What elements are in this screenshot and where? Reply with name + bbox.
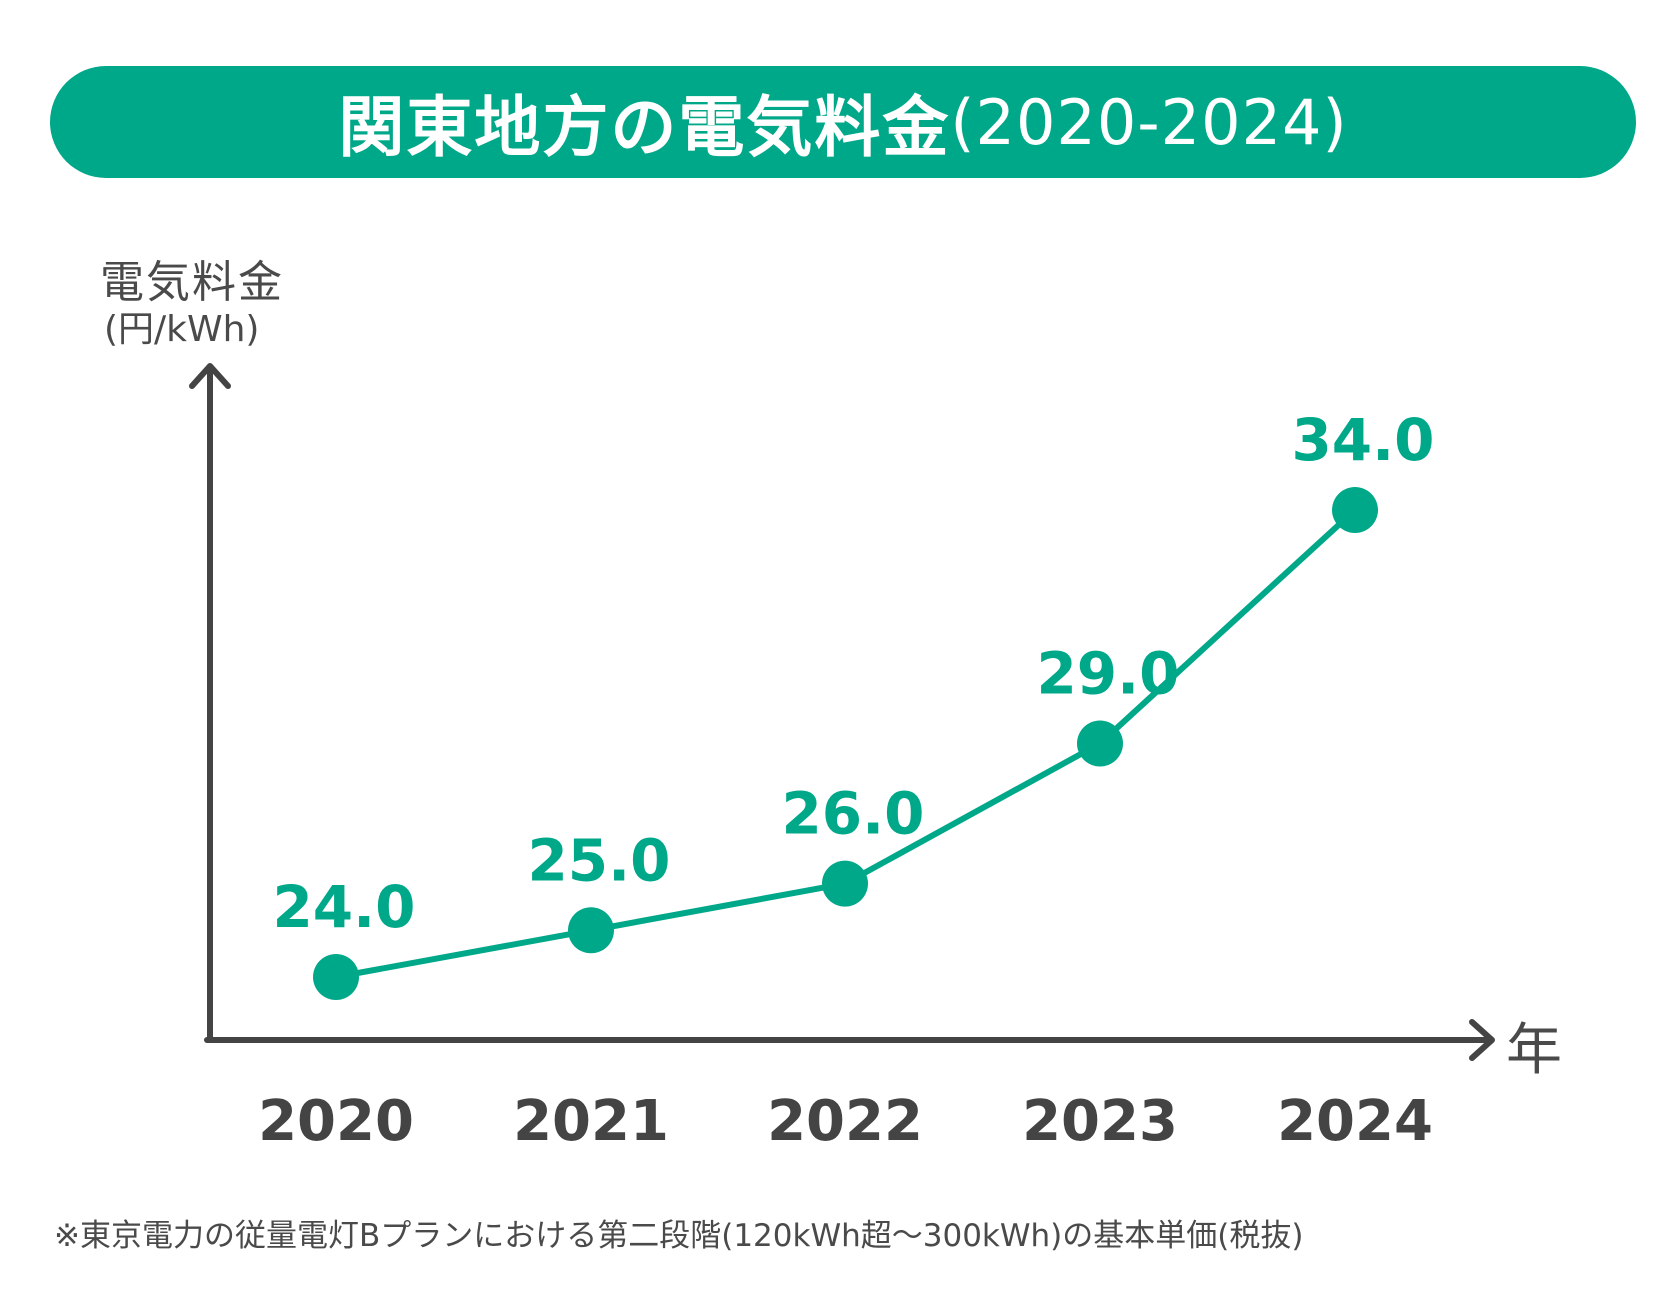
data-point-2022 (822, 860, 868, 907)
y-axis-unit: (円/kWh) (104, 309, 260, 350)
value-label-2020: 24.0 (272, 873, 415, 941)
y-axis-arrow (189, 363, 231, 389)
data-point-2024 (1332, 487, 1378, 533)
data-point-2021 (568, 907, 614, 954)
chart-title: 関東地方の電気料金 (338, 89, 951, 166)
x-tick-label-2023: 2023 (1022, 1089, 1178, 1154)
title-banner: 関東地方の電気料金 (2020-2024) (50, 66, 1636, 178)
data-point-2020 (313, 954, 359, 1000)
value-label-2023: 29.0 (1036, 640, 1179, 708)
chart-title-years: (2020-2024) (950, 85, 1348, 159)
axes (189, 363, 1495, 1061)
x-axis-title: 年 (1506, 1018, 1562, 1083)
x-axis-arrow (1469, 1019, 1495, 1061)
x-tick-label-2021: 2021 (513, 1089, 669, 1154)
value-label-2022: 26.0 (781, 780, 924, 848)
value-label-2021: 25.0 (527, 826, 670, 894)
y-axis-title: 電気料金 (100, 257, 284, 308)
x-tick-label-2022: 2022 (767, 1089, 923, 1154)
series-line (335, 507, 1358, 980)
x-tick-label-2020: 2020 (258, 1089, 414, 1154)
data-point-2023 (1077, 720, 1123, 767)
footnote: ※東京電力の従量電灯Bプランにおける第二段階(120kWh超〜300kWh)の基… (54, 1218, 1304, 1254)
value-label-2024: 34.0 (1291, 406, 1434, 474)
x-tick-label-2024: 2024 (1277, 1089, 1433, 1154)
